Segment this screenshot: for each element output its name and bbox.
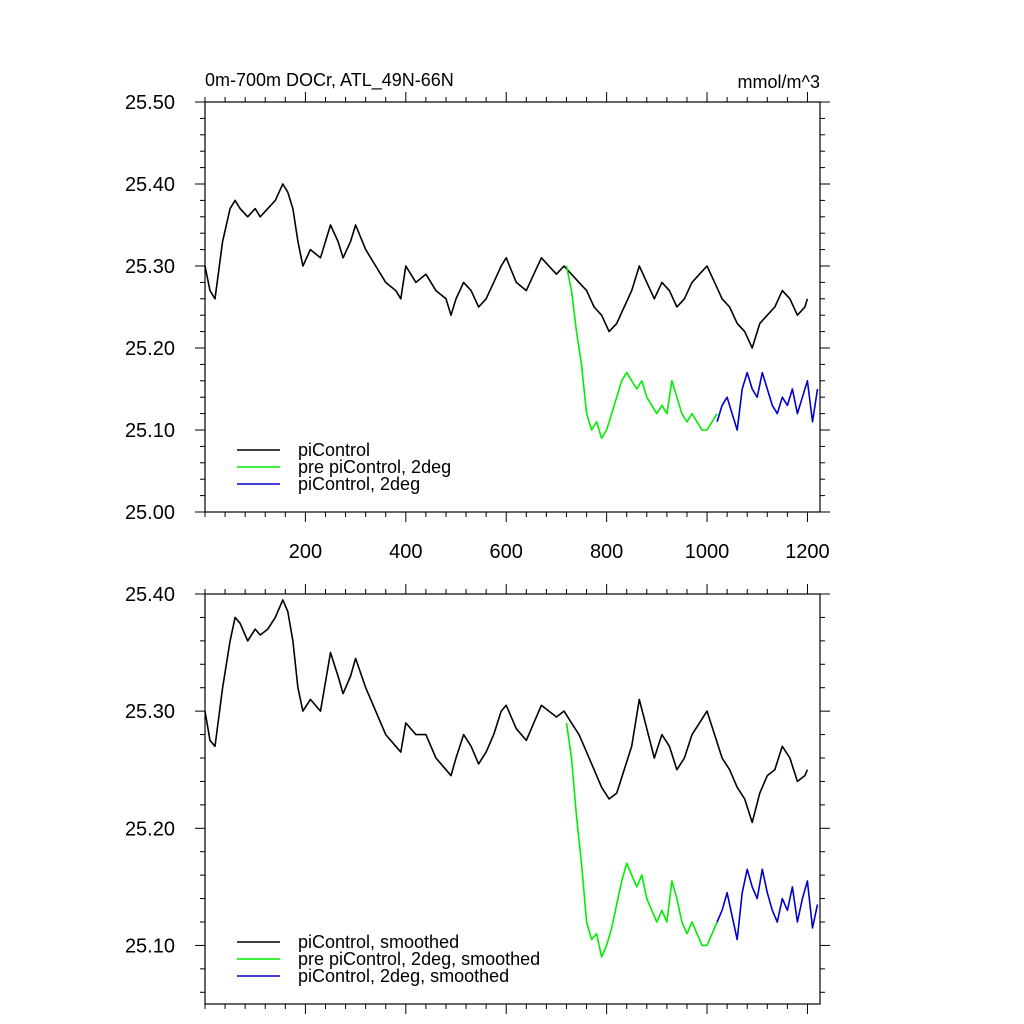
bottom-panel: 25.10 25.20 25.30 25.40 piControl, smoothed…	[125, 584, 830, 1014]
y-tick-label: 25.20	[125, 338, 175, 360]
legend-label: pre piControl, 2deg	[298, 457, 451, 477]
x-tick-label: 1200	[785, 541, 830, 563]
series-line	[716, 371, 819, 431]
x-tick-label: 200	[289, 541, 322, 563]
series-line	[565, 722, 718, 958]
series-line	[565, 265, 718, 440]
top-panel-title: 0m-700m DOCr, ATL_49N-66N	[205, 70, 454, 91]
x-tick-label: 1000	[685, 541, 730, 563]
top-panel-frame	[204, 101, 821, 513]
legend-label: pre piControl, 2deg, smoothed	[298, 949, 540, 969]
x-tick-label: 800	[590, 541, 623, 563]
y-tick-label: 25.30	[125, 701, 175, 723]
series-line	[204, 599, 809, 824]
series-line	[204, 183, 809, 349]
y-tick-label: 25.20	[125, 818, 175, 840]
bottom-panel-frame	[204, 593, 821, 1005]
y-tick-label: 25.00	[125, 502, 175, 524]
x-tick-label: 600	[490, 541, 523, 563]
y-tick-label: 25.50	[125, 92, 175, 114]
y-tick-label: 25.40	[125, 174, 175, 196]
y-tick-label: 25.40	[125, 584, 175, 606]
legend-label: piControl, 2deg	[298, 474, 420, 494]
top-panel: 0m-700m DOCr, ATL_49N-66N mmol/m^3 200 40…	[125, 70, 830, 563]
y-tick-label: 25.10	[125, 420, 175, 442]
legend-label: piControl, 2deg, smoothed	[298, 966, 509, 986]
y-tick-label: 25.30	[125, 256, 175, 278]
series-line	[716, 868, 819, 941]
x-tick-label: 400	[389, 541, 422, 563]
y-tick-label: 25.10	[125, 935, 175, 957]
legend-label: piControl	[298, 440, 370, 460]
legend-label: piControl, smoothed	[298, 932, 459, 952]
top-panel-units: mmol/m^3	[738, 72, 820, 92]
